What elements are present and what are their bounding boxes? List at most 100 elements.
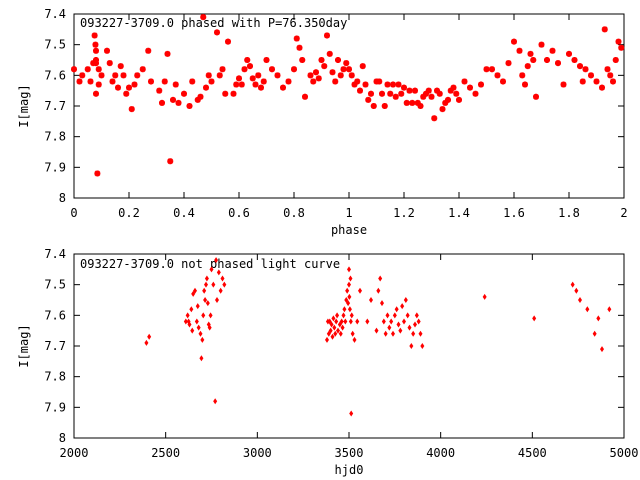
data-point (387, 324, 392, 331)
data-point (340, 324, 345, 331)
data-point (310, 78, 317, 85)
data-point (252, 81, 259, 88)
x-tick-label: 1 (345, 206, 352, 220)
phased-y-ticks: 7.4 7.5 7.6 7.7 7.8 7.9 8 (44, 7, 624, 205)
data-point (532, 315, 537, 322)
data-point (216, 269, 221, 276)
data-point (332, 324, 337, 331)
data-point (349, 410, 354, 417)
data-point (194, 318, 199, 325)
data-point (467, 84, 473, 91)
data-point (555, 60, 561, 67)
data-point (381, 318, 386, 325)
data-point (329, 69, 336, 76)
data-point (392, 312, 397, 319)
data-point (131, 81, 138, 88)
y-tick-label: 7.6 (44, 68, 66, 82)
data-point (87, 78, 94, 85)
y-tick-label: 7.6 (44, 308, 66, 322)
data-point (71, 66, 77, 73)
data-point (93, 60, 99, 67)
data-point (612, 57, 619, 63)
data-point (533, 93, 539, 100)
data-point (204, 275, 209, 282)
data-point (527, 50, 534, 57)
data-point (139, 66, 146, 73)
data-point (380, 300, 384, 307)
data-point (530, 57, 537, 63)
data-point (207, 324, 212, 331)
data-point (343, 60, 350, 67)
data-point (145, 47, 152, 54)
x-tick-label: 2000 (60, 446, 89, 460)
data-point (208, 312, 213, 319)
data-point (610, 78, 616, 85)
data-point (186, 103, 193, 109)
data-point (198, 330, 203, 337)
y-tick-label: 8 (59, 191, 66, 205)
data-point (296, 44, 303, 51)
data-point (398, 327, 403, 334)
data-point (340, 66, 347, 73)
data-point (482, 293, 487, 300)
data-point (216, 72, 223, 79)
data-point (607, 72, 614, 79)
data-point (383, 330, 388, 337)
data-point (394, 306, 399, 313)
x-tick-label: 2 (620, 206, 627, 220)
phased-plot-frame (73, 13, 625, 199)
data-point (274, 72, 281, 79)
y-tick-label: 7.8 (44, 130, 66, 144)
data-point (126, 84, 132, 91)
data-point (352, 336, 357, 343)
data-point (368, 90, 374, 97)
data-point (442, 99, 449, 106)
x-tick-label: 3000 (243, 446, 272, 460)
phased-data-points (71, 14, 625, 177)
data-point (348, 318, 353, 325)
data-point (538, 41, 545, 48)
data-point (414, 312, 419, 319)
data-point (358, 287, 362, 294)
data-point (409, 343, 414, 349)
data-point (244, 57, 251, 63)
data-point (307, 72, 314, 79)
data-point (302, 93, 308, 100)
data-point (453, 90, 460, 97)
data-point (350, 330, 355, 337)
data-point (185, 312, 190, 319)
data-point (385, 312, 390, 319)
data-point (381, 103, 388, 109)
data-point (255, 72, 262, 79)
data-point (436, 90, 443, 97)
data-point (522, 81, 528, 88)
data-point (95, 66, 102, 73)
phased-x-axis-label: phase (331, 223, 367, 237)
data-point (439, 106, 446, 113)
data-point (181, 90, 187, 97)
data-point (516, 47, 523, 54)
data-point (263, 57, 270, 63)
unphased-x-axis-label: hjd0 (335, 463, 364, 477)
data-point (489, 66, 495, 73)
data-point (342, 306, 347, 313)
data-point (570, 281, 575, 288)
x-tick-label: 5000 (610, 446, 639, 460)
data-point (578, 297, 582, 303)
data-point (214, 29, 220, 36)
data-point (370, 103, 377, 109)
data-point (106, 60, 113, 67)
y-tick-label: 8 (59, 431, 66, 445)
data-point (330, 333, 335, 340)
data-point (357, 87, 363, 94)
data-point (187, 321, 192, 328)
data-point (348, 275, 353, 282)
data-point (406, 87, 413, 94)
data-point (104, 47, 110, 54)
data-point (285, 78, 292, 85)
data-point (195, 303, 200, 310)
data-point (374, 327, 379, 334)
data-point (337, 72, 344, 79)
unphased-x-ticks: 2000 2500 3000 3500 4000 4500 5000 (60, 254, 639, 460)
data-point (560, 81, 567, 88)
